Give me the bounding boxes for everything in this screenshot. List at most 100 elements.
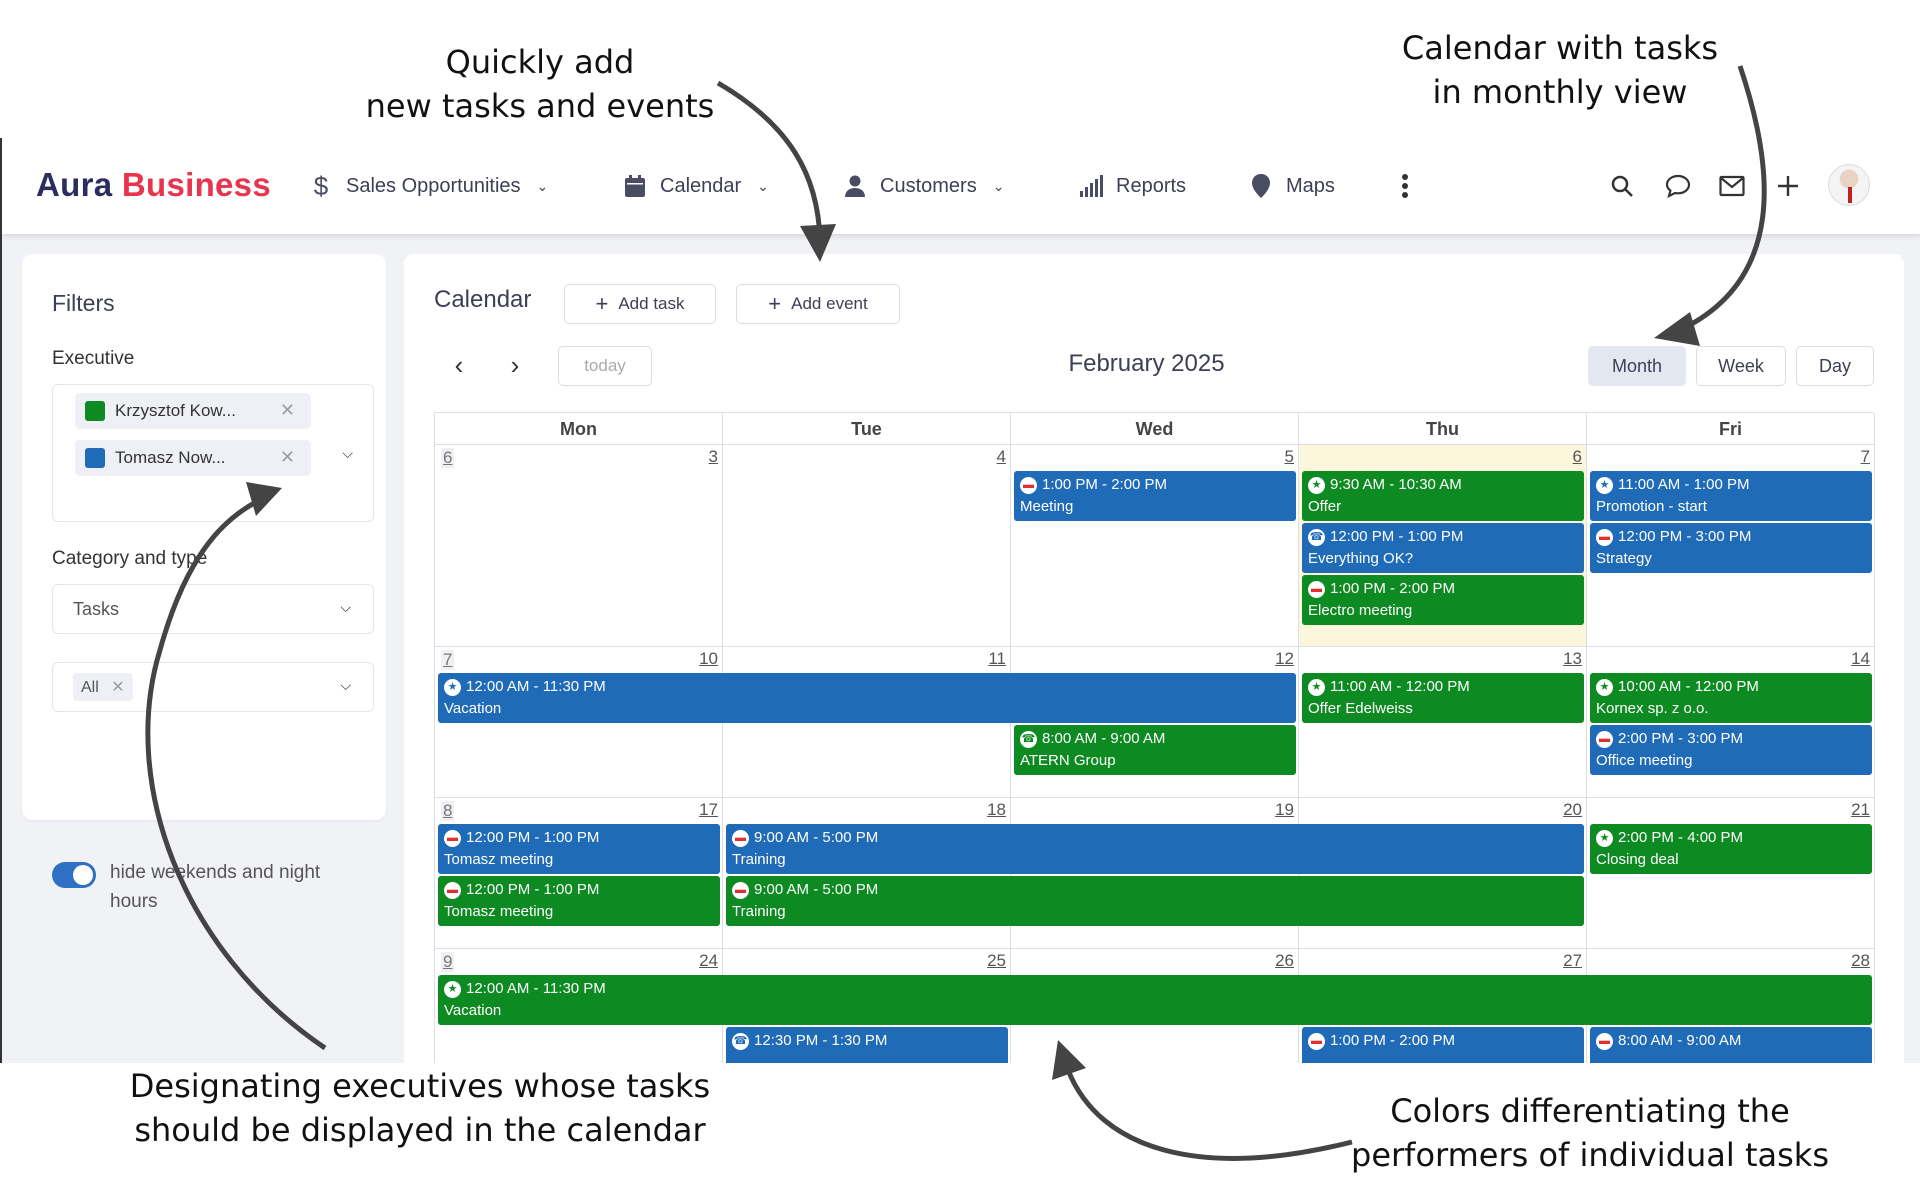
calendar-event[interactable]: ▬ 9:00 AM - 5:00 PM Training (726, 824, 1584, 874)
day-cell[interactable]: 4 (723, 445, 1011, 647)
executive-multiselect[interactable]: Krzysztof Kow... ✕ Tomasz Now... ✕ ⌵ (52, 384, 374, 522)
remove-icon[interactable]: ✕ (279, 447, 295, 467)
date-number[interactable]: 21 (1851, 800, 1870, 819)
chevron-down-icon[interactable]: ⌵ (342, 445, 353, 461)
date-number[interactable]: 27 (1563, 951, 1582, 970)
type-select[interactable]: All ✕ ⌵ (52, 662, 374, 712)
event-time-row: ★ 12:00 AM - 11:30 PM (444, 978, 1872, 1000)
star-icon: ★ (444, 678, 461, 696)
date-number[interactable]: 12 (1275, 649, 1294, 668)
view-month-button[interactable]: Month (1588, 346, 1686, 386)
executive-chip[interactable]: Krzysztof Kow... ✕ (75, 393, 311, 429)
day-cell[interactable]: 7 (1587, 445, 1875, 647)
calendar-event[interactable]: ☎ 8:00 AM - 9:00 AM ATERN Group (1014, 725, 1296, 775)
calendar-event[interactable]: ▬ 9:00 AM - 5:00 PM Training (726, 876, 1584, 926)
date-number[interactable]: 6 (1572, 447, 1582, 466)
date-number[interactable]: 7 (1860, 447, 1870, 466)
calendar-event[interactable]: ★ 11:00 AM - 12:00 PM Offer Edelweiss (1302, 673, 1584, 723)
date-number[interactable]: 17 (699, 800, 718, 819)
calendar-event[interactable]: ☎ 12:30 PM - 1:30 PM (726, 1027, 1008, 1063)
briefcase-icon: ▬ (1596, 1032, 1613, 1050)
calendar-event[interactable]: ★ 9:30 AM - 10:30 AM Offer (1302, 471, 1584, 521)
nav-calendar[interactable]: Calendar ⌄ (622, 168, 769, 204)
mail-icon[interactable] (1716, 170, 1748, 202)
calendar-event[interactable]: ★ 11:00 AM - 1:00 PM Promotion - start (1590, 471, 1872, 521)
date-number[interactable]: 28 (1851, 951, 1870, 970)
event-time-row: ▬ 12:00 PM - 1:00 PM (444, 827, 720, 849)
calendar-event[interactable]: ▬ 2:00 PM - 3:00 PM Office meeting (1590, 725, 1872, 775)
logo[interactable]: Aura Business (36, 166, 271, 204)
category-select[interactable]: Tasks ⌵ (52, 584, 374, 634)
day-cell[interactable]: 13 (1299, 647, 1587, 798)
calendar-event[interactable]: ▬ 1:00 PM - 2:00 PM Electro meeting (1302, 575, 1584, 625)
date-number[interactable]: 13 (1563, 649, 1582, 668)
calendar-event[interactable]: ▬ 1:00 PM - 2:00 PM Meeting (1014, 471, 1296, 521)
day-cell[interactable]: 28 (1587, 949, 1875, 1063)
calendar-event[interactable]: ▬ 12:00 PM - 3:00 PM Strategy (1590, 523, 1872, 573)
date-number[interactable]: 5 (1284, 447, 1294, 466)
day-header: Tue (723, 413, 1011, 445)
today-button[interactable]: today (558, 346, 652, 386)
nav-maps[interactable]: Maps (1248, 168, 1335, 204)
day-cell[interactable]: 12 (1011, 647, 1299, 798)
nav-customers[interactable]: Customers ⌄ (842, 168, 1004, 204)
nav-sales-opportunities[interactable]: $ Sales Opportunities ⌄ (308, 168, 549, 204)
week-number[interactable]: 9 (441, 952, 455, 972)
map-pin-icon (1248, 173, 1274, 199)
type-value: All (81, 679, 99, 696)
calendar-event[interactable]: ☎ 12:00 PM - 1:00 PM Everything OK? (1302, 523, 1584, 573)
calendar-event[interactable]: ▬ 12:00 PM - 1:00 PM Tomasz meeting (438, 824, 720, 874)
add-task-button[interactable]: + Add task (564, 284, 716, 324)
date-number[interactable]: 4 (996, 447, 1006, 466)
calendar-event[interactable]: ★ 12:00 AM - 11:30 PM Vacation (438, 975, 1872, 1025)
nav-label: Customers (880, 174, 977, 197)
day-cell[interactable]: 20 (1299, 798, 1587, 949)
hide-weekends-toggle[interactable] (52, 862, 96, 888)
day-cell[interactable]: 8 17 (435, 798, 723, 949)
view-week-button[interactable]: Week (1696, 346, 1786, 386)
nav-reports[interactable]: Reports (1078, 168, 1186, 204)
calendar-event[interactable]: ★ 2:00 PM - 4:00 PM Closing deal (1590, 824, 1872, 874)
category-value: Tasks (73, 598, 120, 619)
day-cell[interactable]: 5 (1011, 445, 1299, 647)
date-number[interactable]: 11 (988, 649, 1006, 668)
week-number[interactable]: 7 (441, 650, 455, 670)
date-number[interactable]: 14 (1851, 649, 1870, 668)
view-day-button[interactable]: Day (1796, 346, 1874, 386)
day-cell[interactable]: 14 (1587, 647, 1875, 798)
search-icon[interactable] (1606, 170, 1638, 202)
event-time: 10:00 AM - 12:00 PM (1618, 678, 1759, 695)
week-number[interactable]: 8 (441, 801, 455, 821)
calendar-event[interactable]: ▬ 8:00 AM - 9:00 AM (1590, 1027, 1872, 1063)
nav-label: Calendar (660, 174, 742, 197)
date-number[interactable]: 25 (987, 951, 1006, 970)
add-event-button[interactable]: + Add event (736, 284, 900, 324)
date-number[interactable]: 10 (699, 649, 718, 668)
prev-month-button[interactable]: ‹ (444, 350, 474, 380)
event-title: Training (732, 903, 786, 920)
date-number[interactable]: 20 (1563, 800, 1582, 819)
executive-name: Krzysztof Kow... (115, 401, 236, 420)
date-number[interactable]: 24 (699, 951, 718, 970)
date-number[interactable]: 3 (708, 447, 718, 466)
date-number[interactable]: 19 (1275, 800, 1294, 819)
date-number[interactable]: 18 (987, 800, 1006, 819)
remove-icon[interactable]: ✕ (111, 679, 125, 696)
date-number[interactable]: 26 (1275, 951, 1294, 970)
toggle-label: hide weekends and night hours (110, 862, 321, 912)
event-title: Tomasz meeting (444, 851, 554, 868)
calendar-event[interactable]: ▬ 1:00 PM - 2:00 PM (1302, 1027, 1584, 1063)
next-month-button[interactable]: › (500, 350, 530, 380)
plus-icon[interactable] (1772, 170, 1804, 202)
calendar-event[interactable]: ▬ 12:00 PM - 1:00 PM Tomasz meeting (438, 876, 720, 926)
avatar[interactable] (1828, 164, 1870, 206)
chat-icon[interactable] (1662, 170, 1694, 202)
day-cell[interactable]: 21 (1587, 798, 1875, 949)
more-menu-button[interactable] (1392, 168, 1418, 204)
calendar-event[interactable]: ★ 10:00 AM - 12:00 PM Kornex sp. z o.o. (1590, 673, 1872, 723)
week-number[interactable]: 6 (441, 448, 455, 468)
remove-icon[interactable]: ✕ (279, 400, 295, 420)
executive-chip[interactable]: Tomasz Now... ✕ (75, 440, 311, 476)
calendar-event[interactable]: ★ 12:00 AM - 11:30 PM Vacation (438, 673, 1296, 723)
